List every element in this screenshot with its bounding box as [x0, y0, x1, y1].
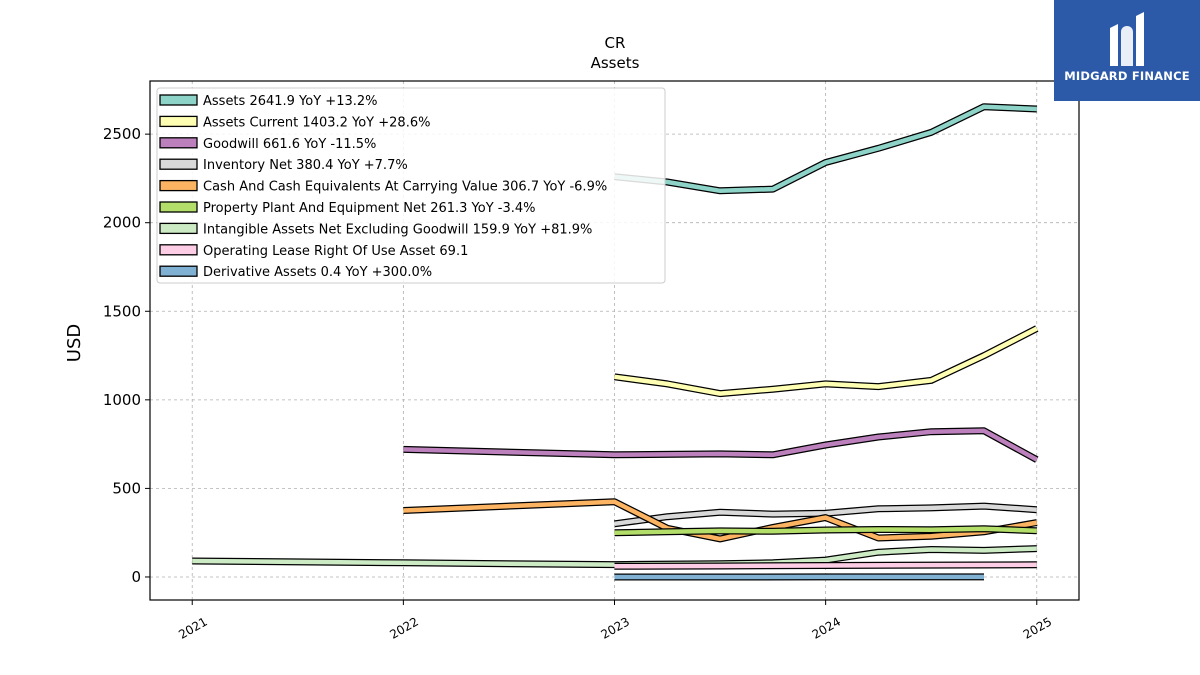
brand-mark-icon [1110, 12, 1144, 66]
legend-swatch [159, 201, 198, 213]
x-tick-label: 2024 [810, 614, 843, 641]
chart-title: CR [605, 34, 626, 52]
legend-entry: Assets 2641.9 YoY +13.2% [203, 94, 378, 109]
legend-swatch [159, 179, 198, 192]
x-tick-labels: 2021 2022 2023 2024 2025 [176, 600, 1054, 642]
series-line-7 [192, 545, 1037, 569]
series-line-8 [614, 561, 1037, 570]
legend-swatch [159, 265, 198, 277]
series-line-6 [614, 525, 1037, 537]
y-tick-label: 2500 [103, 125, 141, 143]
y-tick-label: 2000 [103, 214, 141, 232]
y-tick-label: 1000 [103, 391, 141, 409]
legend-swatch [159, 222, 198, 235]
legend-entry: Goodwill 661.6 YoY -11.5% [203, 137, 376, 152]
legend-swatch [159, 158, 198, 170]
legend-entry: Cash And Cash Equivalents At Carrying Va… [203, 180, 607, 195]
legend-swatch [159, 94, 198, 106]
legend-swatch [159, 244, 198, 256]
legend: Assets 2641.9 YoY +13.2% Assets Current 1… [156, 87, 666, 284]
x-tick-label: 2025 [1021, 614, 1054, 641]
legend-box [156, 87, 666, 284]
legend-entry: Intangible Assets Net Excluding Goodwill… [203, 222, 592, 237]
legend-entry: Operating Lease Right Of Use Asset 69.1 [203, 244, 468, 259]
series-line-3 [403, 427, 1039, 463]
legend-entry: Property Plant And Equipment Net 261.3 Y… [203, 201, 536, 216]
chart-subtitle: Assets [591, 54, 640, 72]
brand-logo: MIDGARD FINANCE [1054, 0, 1200, 101]
series-line-5 [403, 498, 1038, 543]
legend-entry: Assets Current 1403.2 YoY +28.6% [203, 115, 430, 130]
brand-name: MIDGARD FINANCE [1064, 69, 1190, 83]
x-tick-label: 2022 [387, 614, 420, 641]
series-line-4 [614, 502, 1038, 528]
series-line-2 [614, 325, 1039, 398]
y-tick-labels: 0 500 1000 1500 2000 2500 [103, 125, 150, 586]
series-layer [192, 103, 1039, 581]
y-tick-label: 0 [131, 568, 141, 586]
legend-entry: Inventory Net 380.4 YoY +7.7% [203, 158, 408, 173]
series-line-1 [614, 103, 1037, 195]
legend-entry: Derivative Assets 0.4 YoY +300.0% [203, 265, 432, 280]
legend-swatch [159, 137, 198, 149]
y-axis-label: USD [64, 324, 85, 362]
x-tick-label: 2023 [599, 614, 632, 641]
y-tick-label: 1500 [103, 302, 141, 320]
x-tick-label: 2021 [176, 614, 209, 641]
y-tick-label: 500 [112, 479, 141, 497]
legend-swatch [159, 115, 198, 128]
